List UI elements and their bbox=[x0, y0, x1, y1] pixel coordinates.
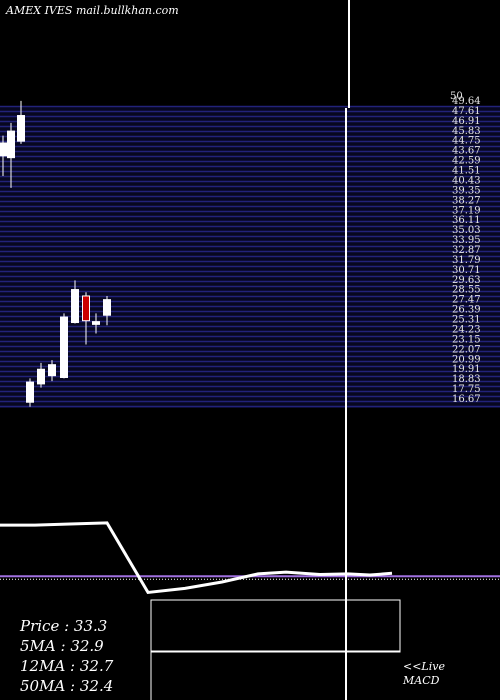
tick-label: 32.87 bbox=[452, 245, 481, 256]
live-macd-link[interactable]: <<Live MACD bbox=[403, 660, 445, 688]
tick-label: 33.95 bbox=[452, 235, 481, 246]
stats-panel: Price : 33.3 5MA : 32.9 12MA : 32.7 50MA… bbox=[20, 616, 150, 696]
tick-label: 23.15 bbox=[452, 334, 481, 345]
candle-body bbox=[48, 364, 56, 377]
candle-body bbox=[26, 381, 34, 403]
tick-label: 43.67 bbox=[452, 146, 481, 157]
tick-label: 18.83 bbox=[452, 374, 481, 385]
site-label: mail.bullkhan.com bbox=[75, 4, 179, 17]
tick-label: 28.55 bbox=[452, 285, 481, 296]
candle-body bbox=[60, 316, 68, 378]
crosshair-cursor bbox=[150, 0, 401, 700]
candle-body bbox=[71, 289, 79, 324]
ma50-stat: 50MA : 32.4 bbox=[20, 677, 114, 695]
tick-label-top: 50 bbox=[450, 91, 463, 102]
tick-label: 17.75 bbox=[452, 384, 481, 395]
tick-label: 42.59 bbox=[452, 156, 481, 167]
chart-header: AMEX IVES mail.bullkhan.com bbox=[6, 4, 179, 17]
candle-body bbox=[17, 115, 25, 142]
tick-label: 25.31 bbox=[452, 315, 481, 326]
price-stat: Price : 33.3 bbox=[20, 617, 108, 635]
tick-label: 45.83 bbox=[452, 126, 481, 137]
ma12-stat: 12MA : 32.7 bbox=[20, 657, 114, 675]
tick-label: 37.19 bbox=[452, 205, 481, 216]
candle-body bbox=[103, 299, 111, 316]
price-grid bbox=[0, 105, 500, 408]
exchange-label: AMEX bbox=[6, 4, 42, 17]
tick-label: 38.27 bbox=[452, 195, 481, 206]
tick-label: 27.47 bbox=[452, 295, 481, 306]
candle-body bbox=[82, 295, 90, 322]
tick-label: 22.07 bbox=[452, 344, 481, 355]
tick-label: 31.79 bbox=[452, 255, 481, 266]
tick-label: 29.63 bbox=[452, 275, 481, 286]
tick-label: 30.71 bbox=[452, 265, 481, 276]
tick-label: 36.11 bbox=[452, 215, 481, 226]
ma5-stat: 5MA : 32.9 bbox=[20, 637, 104, 655]
tick-label: 49.64 bbox=[452, 96, 481, 107]
tick-label: 41.51 bbox=[452, 166, 481, 177]
candle-body bbox=[0, 142, 7, 157]
symbol-label: IVES bbox=[44, 4, 73, 17]
candle-series bbox=[0, 100, 111, 407]
tick-label: 47.61 bbox=[452, 106, 481, 117]
macd-label[interactable]: MACD bbox=[403, 674, 440, 687]
macd-panel bbox=[0, 521, 500, 595]
candle-body bbox=[7, 130, 15, 159]
tooltip-box bbox=[150, 599, 401, 653]
tick-label: 39.35 bbox=[452, 185, 481, 196]
tick-label: 19.91 bbox=[452, 364, 481, 375]
tick-label: 44.75 bbox=[452, 136, 481, 147]
tick-label: 35.03 bbox=[452, 225, 481, 236]
live-label[interactable]: <<Live bbox=[403, 660, 445, 673]
tick-label: 24.23 bbox=[452, 324, 481, 335]
candle-body bbox=[92, 321, 100, 325]
candle-body bbox=[37, 368, 45, 385]
tick-label: 46.91 bbox=[452, 116, 481, 127]
tick-label: 26.39 bbox=[452, 305, 481, 316]
tick-label: 16.67 bbox=[452, 394, 481, 405]
macd-line bbox=[0, 521, 393, 595]
tick-label: 40.43 bbox=[452, 175, 481, 186]
tick-label: 20.99 bbox=[452, 354, 481, 365]
price-axis: 5049.6447.6146.9145.8344.7543.6742.5941.… bbox=[450, 91, 481, 405]
